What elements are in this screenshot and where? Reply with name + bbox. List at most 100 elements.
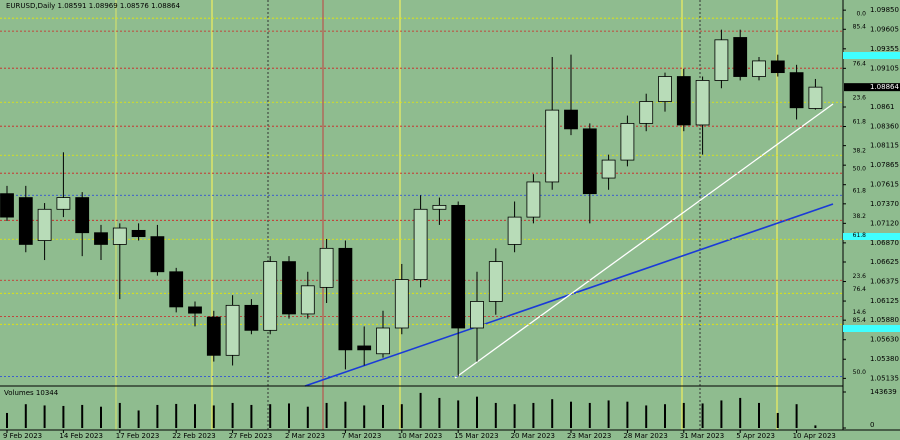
level-label: 76.4 bbox=[853, 61, 867, 68]
x-tick-label: 2 Mar 2023 bbox=[285, 432, 325, 440]
y-tick-label: 1.05880 bbox=[870, 316, 899, 324]
level-label: 61.8 bbox=[853, 119, 867, 126]
candle-body bbox=[488, 261, 503, 302]
x-tick-label: 10 Apr 2023 bbox=[793, 432, 836, 440]
candle-body bbox=[394, 279, 409, 329]
candle-body bbox=[695, 80, 710, 126]
level-label: 0.0 bbox=[856, 11, 866, 18]
candle-body bbox=[75, 197, 90, 234]
x-tick-label: 5 Apr 2023 bbox=[736, 432, 775, 440]
candle-body bbox=[56, 197, 71, 210]
y-tick-label: 1.06870 bbox=[870, 239, 899, 247]
candle-body bbox=[413, 208, 428, 280]
y-tick-label: 1.05135 bbox=[870, 374, 899, 382]
candle-body bbox=[770, 60, 785, 74]
x-tick-label: 7 Mar 2023 bbox=[341, 432, 381, 440]
candle-body bbox=[131, 229, 146, 238]
candle-body bbox=[451, 204, 466, 329]
y-tick-label: 1.05630 bbox=[870, 336, 899, 344]
candle-body bbox=[37, 208, 52, 241]
x-tick-label: 23 Mar 2023 bbox=[567, 432, 611, 440]
candle-body bbox=[789, 72, 804, 109]
candle-body bbox=[564, 109, 578, 130]
candle-body bbox=[300, 285, 315, 315]
candle-body bbox=[112, 227, 127, 245]
candle-body bbox=[808, 86, 823, 109]
level-label: 85.4 bbox=[853, 24, 867, 31]
x-tick-label: 9 Feb 2023 bbox=[3, 432, 42, 440]
y-tick-label: 1.06625 bbox=[870, 258, 899, 266]
level-label: 14.6 bbox=[853, 309, 867, 316]
y-tick-label: 1.08115 bbox=[870, 142, 899, 150]
candle-body bbox=[470, 301, 484, 329]
candle-body bbox=[150, 236, 165, 273]
candle-body bbox=[676, 76, 691, 126]
x-tick-label: 14 Feb 2023 bbox=[59, 432, 103, 440]
chart-title: EURUSD,Daily 1.08591 1.08969 1.08576 1.0… bbox=[6, 2, 181, 10]
y-tick-label: 1.06125 bbox=[870, 297, 899, 305]
candle-body bbox=[714, 39, 729, 81]
y-tick-label: 1.05380 bbox=[870, 355, 899, 363]
candle-body bbox=[357, 345, 372, 351]
x-tick-label: 31 Mar 2023 bbox=[680, 432, 724, 440]
candle-body bbox=[244, 304, 259, 331]
candle-body bbox=[601, 159, 616, 179]
volume-last: 10344 bbox=[36, 389, 59, 397]
current-price-box bbox=[844, 83, 900, 92]
level-label: 23.6 bbox=[853, 273, 867, 280]
candle-body bbox=[752, 60, 766, 77]
x-tick-label: 10 Mar 2023 bbox=[398, 432, 442, 440]
volume-tick-label: 0 bbox=[870, 421, 874, 429]
level-label: 23.6 bbox=[853, 95, 867, 102]
axis-marker bbox=[843, 52, 900, 59]
y-tick-label: 1.09850 bbox=[870, 6, 899, 14]
y-tick-label: 1.07120 bbox=[870, 219, 899, 227]
last-open: 1.08591 bbox=[58, 2, 87, 10]
y-tick-label: 1.07615 bbox=[870, 181, 899, 189]
x-tick-label: 17 Feb 2023 bbox=[116, 432, 160, 440]
trendline bbox=[454, 103, 834, 379]
level-label: 38.2 bbox=[853, 213, 867, 220]
layout bbox=[0, 0, 900, 431]
candle-body bbox=[263, 261, 278, 331]
volume-tick-label: 143639 bbox=[870, 388, 897, 396]
volume-title: Volumes 10344 bbox=[4, 389, 59, 397]
y-tick-label: 1.09355 bbox=[870, 45, 899, 53]
axis-marker bbox=[843, 233, 900, 240]
candle-body bbox=[206, 316, 221, 356]
candle-body bbox=[188, 306, 202, 314]
y-tick-label: 1.08360 bbox=[870, 123, 899, 131]
candle-body bbox=[658, 76, 672, 102]
symbol: EURUSD,Daily bbox=[6, 2, 55, 10]
current-price-label: 1.08864 bbox=[870, 83, 899, 91]
candle-body bbox=[169, 271, 184, 308]
y-tick-label: 1.09605 bbox=[870, 25, 899, 33]
candle-body bbox=[639, 101, 654, 124]
x-tick-label: 27 Feb 2023 bbox=[229, 432, 273, 440]
candle-body bbox=[545, 109, 560, 183]
candle-body bbox=[0, 193, 14, 218]
y-tick-label: 1.07370 bbox=[870, 200, 899, 208]
last-close: 1.08864 bbox=[151, 2, 180, 10]
candle-body bbox=[94, 232, 108, 245]
level-label: 76.4 bbox=[853, 286, 867, 293]
volume-name: Volumes bbox=[4, 389, 34, 397]
level-label: 61.8 bbox=[853, 188, 867, 195]
candle-body bbox=[733, 37, 748, 77]
candle-body bbox=[319, 247, 334, 288]
y-tick-label: 1.09105 bbox=[870, 64, 899, 72]
y-tick-label: 1.0861 bbox=[870, 103, 895, 111]
x-tick-label: 22 Feb 2023 bbox=[172, 432, 216, 440]
level-label: 50.0 bbox=[853, 369, 867, 376]
candle-body bbox=[225, 304, 240, 356]
candle-body bbox=[282, 261, 296, 315]
last-high: 1.08969 bbox=[89, 2, 118, 10]
x-tick-label: 28 Mar 2023 bbox=[623, 432, 667, 440]
candle-body bbox=[620, 122, 635, 161]
candle-body bbox=[338, 247, 353, 351]
level-label: 50.0 bbox=[853, 166, 867, 173]
last-low: 1.08576 bbox=[120, 2, 149, 10]
y-tick-label: 1.07865 bbox=[870, 161, 899, 169]
